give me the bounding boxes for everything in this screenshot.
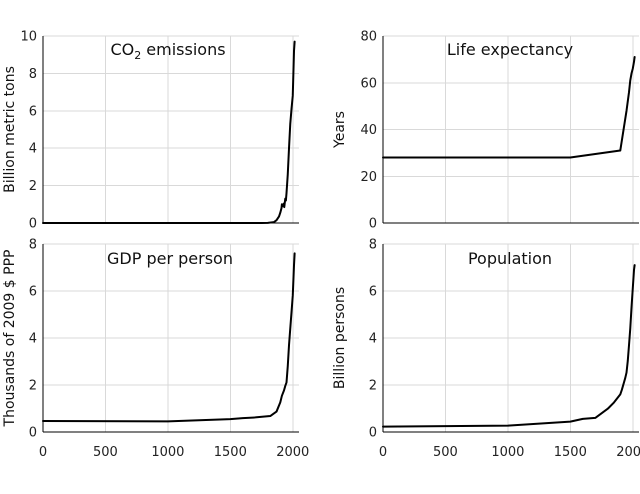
- y-tick-label: 80: [360, 30, 377, 45]
- y-tick-label: 0: [29, 426, 37, 441]
- x-tick-label: 1000: [151, 445, 184, 460]
- x-tick-label: 1500: [554, 445, 587, 460]
- panel-population: 0 2 4 6 8 0 500 1000 1500 2000 Billion persons Popu…: [332, 238, 640, 461]
- y-tick-label: 0: [369, 217, 377, 232]
- y-tick-label: 0: [369, 426, 377, 441]
- y-tick-label: 6: [29, 285, 37, 300]
- x-tick-label: 1500: [214, 445, 247, 460]
- chart-title: Life expectancy: [447, 40, 573, 59]
- panel-co2-emissions: 0 2 4 6 8 10 Billion metric tons CO2 emissions: [2, 30, 299, 232]
- x-tick-label: 0: [379, 445, 387, 460]
- y-tick-label: 4: [369, 332, 377, 347]
- y-tick-label: 0: [29, 217, 37, 232]
- x-tick-label: 500: [433, 445, 458, 460]
- x-tick-label: 0: [39, 445, 47, 460]
- y-tick-label: 6: [369, 285, 377, 300]
- x-tick-label: 2000: [616, 445, 640, 460]
- x-tick-label: 1000: [491, 445, 524, 460]
- y-tick-label: 10: [20, 30, 37, 45]
- y-tick-label: 4: [29, 332, 37, 347]
- y-axis-label: Billion metric tons: [2, 66, 18, 193]
- y-tick-label: 40: [360, 123, 377, 138]
- y-tick-label: 2: [369, 379, 377, 394]
- y-tick-label: 8: [369, 238, 377, 253]
- y-axis-label: Thousands of 2009 $ PPP: [2, 250, 18, 428]
- y-tick-label: 4: [29, 142, 37, 157]
- series-line-population: [382, 264, 636, 428]
- y-tick-label: 8: [29, 238, 37, 253]
- panel-gdp-per-person: 0 2 4 6 8 0 500 1000 1500 2000 Thousands of 2009 $…: [2, 238, 309, 461]
- panel-life-expectancy: 0 20 40 60 80 Years Life expectancy: [332, 30, 639, 232]
- chart-title: Population: [468, 249, 552, 268]
- y-tick-label: 6: [29, 104, 37, 119]
- y-axis-label: Billion persons: [332, 287, 348, 389]
- chart-title: GDP per person: [107, 249, 233, 268]
- y-tick-label: 2: [29, 179, 37, 194]
- y-axis-label: Years: [332, 111, 348, 149]
- x-tick-label: 500: [93, 445, 118, 460]
- series-line-gdp-per-person: [42, 252, 296, 423]
- y-tick-label: 8: [29, 67, 37, 82]
- y-tick-label: 60: [360, 76, 377, 91]
- y-tick-label: 2: [29, 379, 37, 394]
- chart-title: CO2 emissions: [110, 40, 225, 62]
- x-tick-label: 2000: [276, 445, 309, 460]
- y-tick-label: 20: [360, 170, 377, 185]
- series-line-life-expectancy: [382, 56, 636, 159]
- series-line-co2-emissions: [42, 40, 296, 224]
